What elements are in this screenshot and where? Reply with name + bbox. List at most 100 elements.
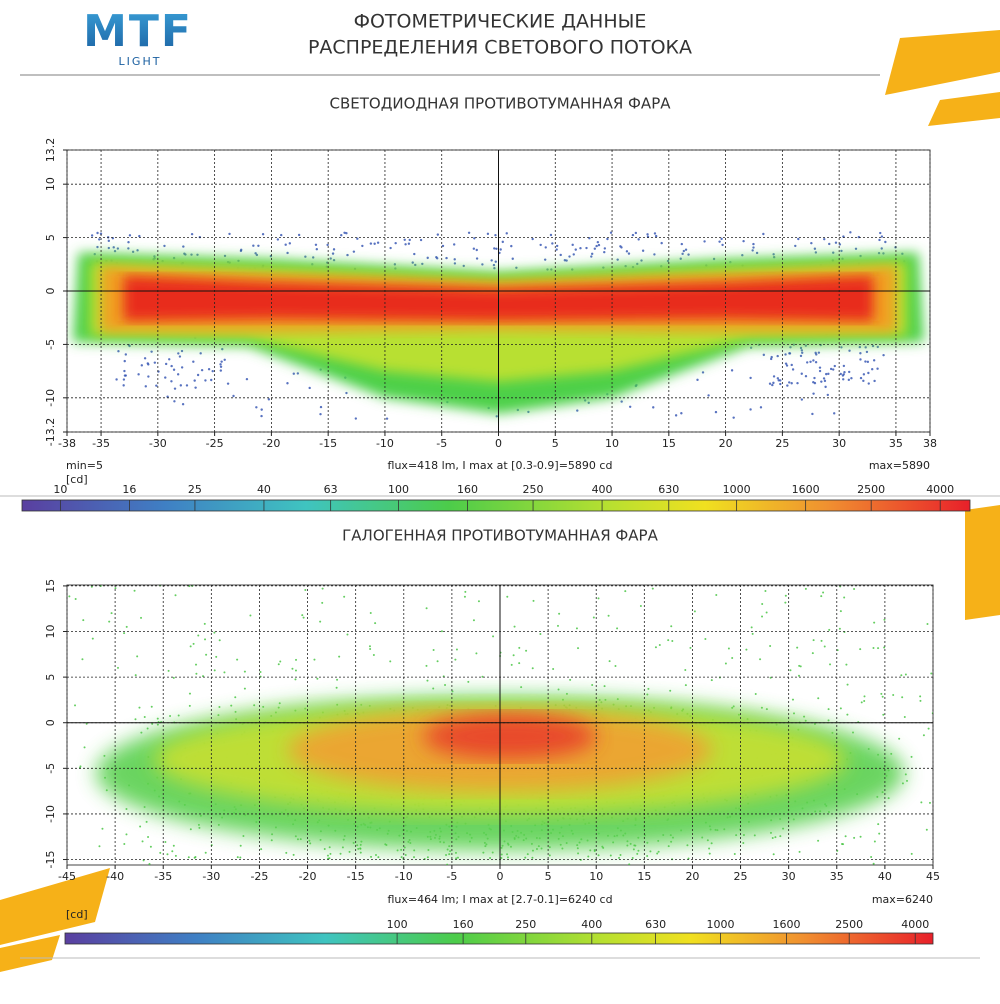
x-tick-label: -35 — [92, 437, 110, 450]
heat-dot — [864, 360, 867, 363]
y-tick-label: -10 — [44, 389, 57, 407]
heat-dot — [760, 706, 763, 709]
x-tick-label: 15 — [662, 437, 676, 450]
heat-dot — [880, 692, 883, 695]
heat-dot — [884, 240, 887, 244]
heat-dot — [597, 854, 600, 857]
heat-dot — [177, 714, 180, 717]
heat-dot — [772, 381, 775, 385]
heat-dot — [486, 232, 490, 236]
heat-dot — [316, 677, 319, 680]
heat-dot — [147, 836, 150, 839]
heat-dot — [862, 373, 866, 376]
heat-dot — [286, 382, 289, 385]
heat-dot — [641, 249, 645, 252]
heat-dot — [475, 257, 479, 260]
heat-dot — [814, 251, 818, 254]
heat-dot — [549, 233, 553, 237]
heat-dot — [873, 621, 876, 624]
heat-dot — [393, 263, 397, 266]
heat-dot — [878, 238, 881, 242]
heat-dot — [539, 243, 542, 247]
heat-dot — [125, 833, 128, 836]
heat-dot — [194, 386, 197, 389]
heat-dot — [74, 704, 77, 707]
heat-dot — [136, 249, 139, 252]
heat-dot — [543, 258, 547, 261]
heat-dot — [828, 628, 831, 631]
page-title: РАСПРЕДЕЛЕНИЯ СВЕТОВОГО ПОТОКА — [308, 37, 692, 59]
heat-dot — [127, 247, 130, 250]
x-tick-label: -10 — [376, 437, 394, 450]
heat-dot — [556, 624, 559, 627]
heat-dot — [332, 258, 336, 262]
colorbar-tick-label: 250 — [515, 918, 536, 931]
heat-dot — [614, 664, 617, 667]
heat-dot — [603, 250, 606, 254]
heat-dot — [557, 688, 560, 691]
y-tick-label: -13.2 — [44, 418, 57, 446]
heat-dot — [765, 611, 768, 614]
heat-dot — [814, 351, 817, 355]
heat-dot — [292, 853, 295, 856]
heat-dot — [481, 675, 484, 678]
heat-dot — [512, 654, 515, 657]
heat-dot — [352, 250, 356, 253]
heat-dot — [123, 374, 127, 377]
heat-dot — [445, 854, 448, 857]
heat-dot — [798, 664, 801, 667]
x-tick-label: 35 — [889, 437, 903, 450]
heat-dot — [336, 678, 339, 681]
heat-dot — [809, 360, 812, 363]
x-tick-label: -5 — [436, 437, 447, 450]
heat-dot — [204, 379, 207, 382]
y-tick-label: 15 — [44, 579, 57, 593]
heat-dot — [173, 400, 176, 403]
heat-dot — [432, 687, 435, 690]
heat-dot — [825, 372, 828, 376]
x-tick-label: 5 — [545, 870, 552, 883]
heat-dot — [481, 263, 484, 266]
heat-dot — [144, 385, 147, 388]
heat-dot — [682, 249, 686, 253]
heat-dot — [341, 846, 344, 849]
heat-dot — [226, 382, 230, 385]
heat-dot — [164, 841, 167, 844]
heat-dot — [853, 836, 856, 839]
heat-dot — [103, 754, 106, 757]
heat-dot — [221, 347, 224, 351]
heat-dot — [482, 851, 485, 854]
heat-dot — [751, 632, 754, 635]
heat-dot — [592, 616, 595, 619]
heat-dot — [449, 850, 452, 853]
heat-dot — [603, 685, 606, 688]
heat-dot — [616, 258, 619, 261]
y-tick-label: -10 — [44, 805, 57, 823]
heat-region — [423, 713, 597, 760]
heat-dot — [155, 384, 158, 387]
heat-dot — [178, 355, 182, 358]
heat-dot — [749, 346, 753, 349]
heat-dot — [192, 360, 195, 363]
heat-dot — [585, 246, 588, 250]
x-tick-label: -38 — [58, 437, 76, 450]
heat-dot — [724, 662, 727, 665]
colorbar-tick-label: 4000 — [926, 483, 954, 496]
heat-dot — [880, 235, 884, 238]
colorbar-tick-label: 1600 — [792, 483, 820, 496]
heat-dot — [764, 590, 767, 593]
heat-dot — [823, 645, 826, 648]
heat-dot — [865, 350, 869, 354]
heat-dot — [680, 242, 684, 246]
heat-dot — [348, 850, 351, 853]
heat-dot — [140, 616, 143, 619]
x-tick-label: 45 — [926, 870, 940, 883]
heat-dot — [494, 233, 497, 237]
chart-title: СВЕТОДИОДНАЯ ПРОТИВОТУМАННАЯ ФАРА — [329, 95, 671, 113]
heat-dot — [596, 240, 600, 244]
heat-dot — [587, 855, 590, 858]
heat-dot — [864, 346, 867, 349]
x-tick-label: -35 — [154, 870, 172, 883]
heat-dot — [799, 346, 803, 350]
heat-dot — [190, 232, 194, 236]
